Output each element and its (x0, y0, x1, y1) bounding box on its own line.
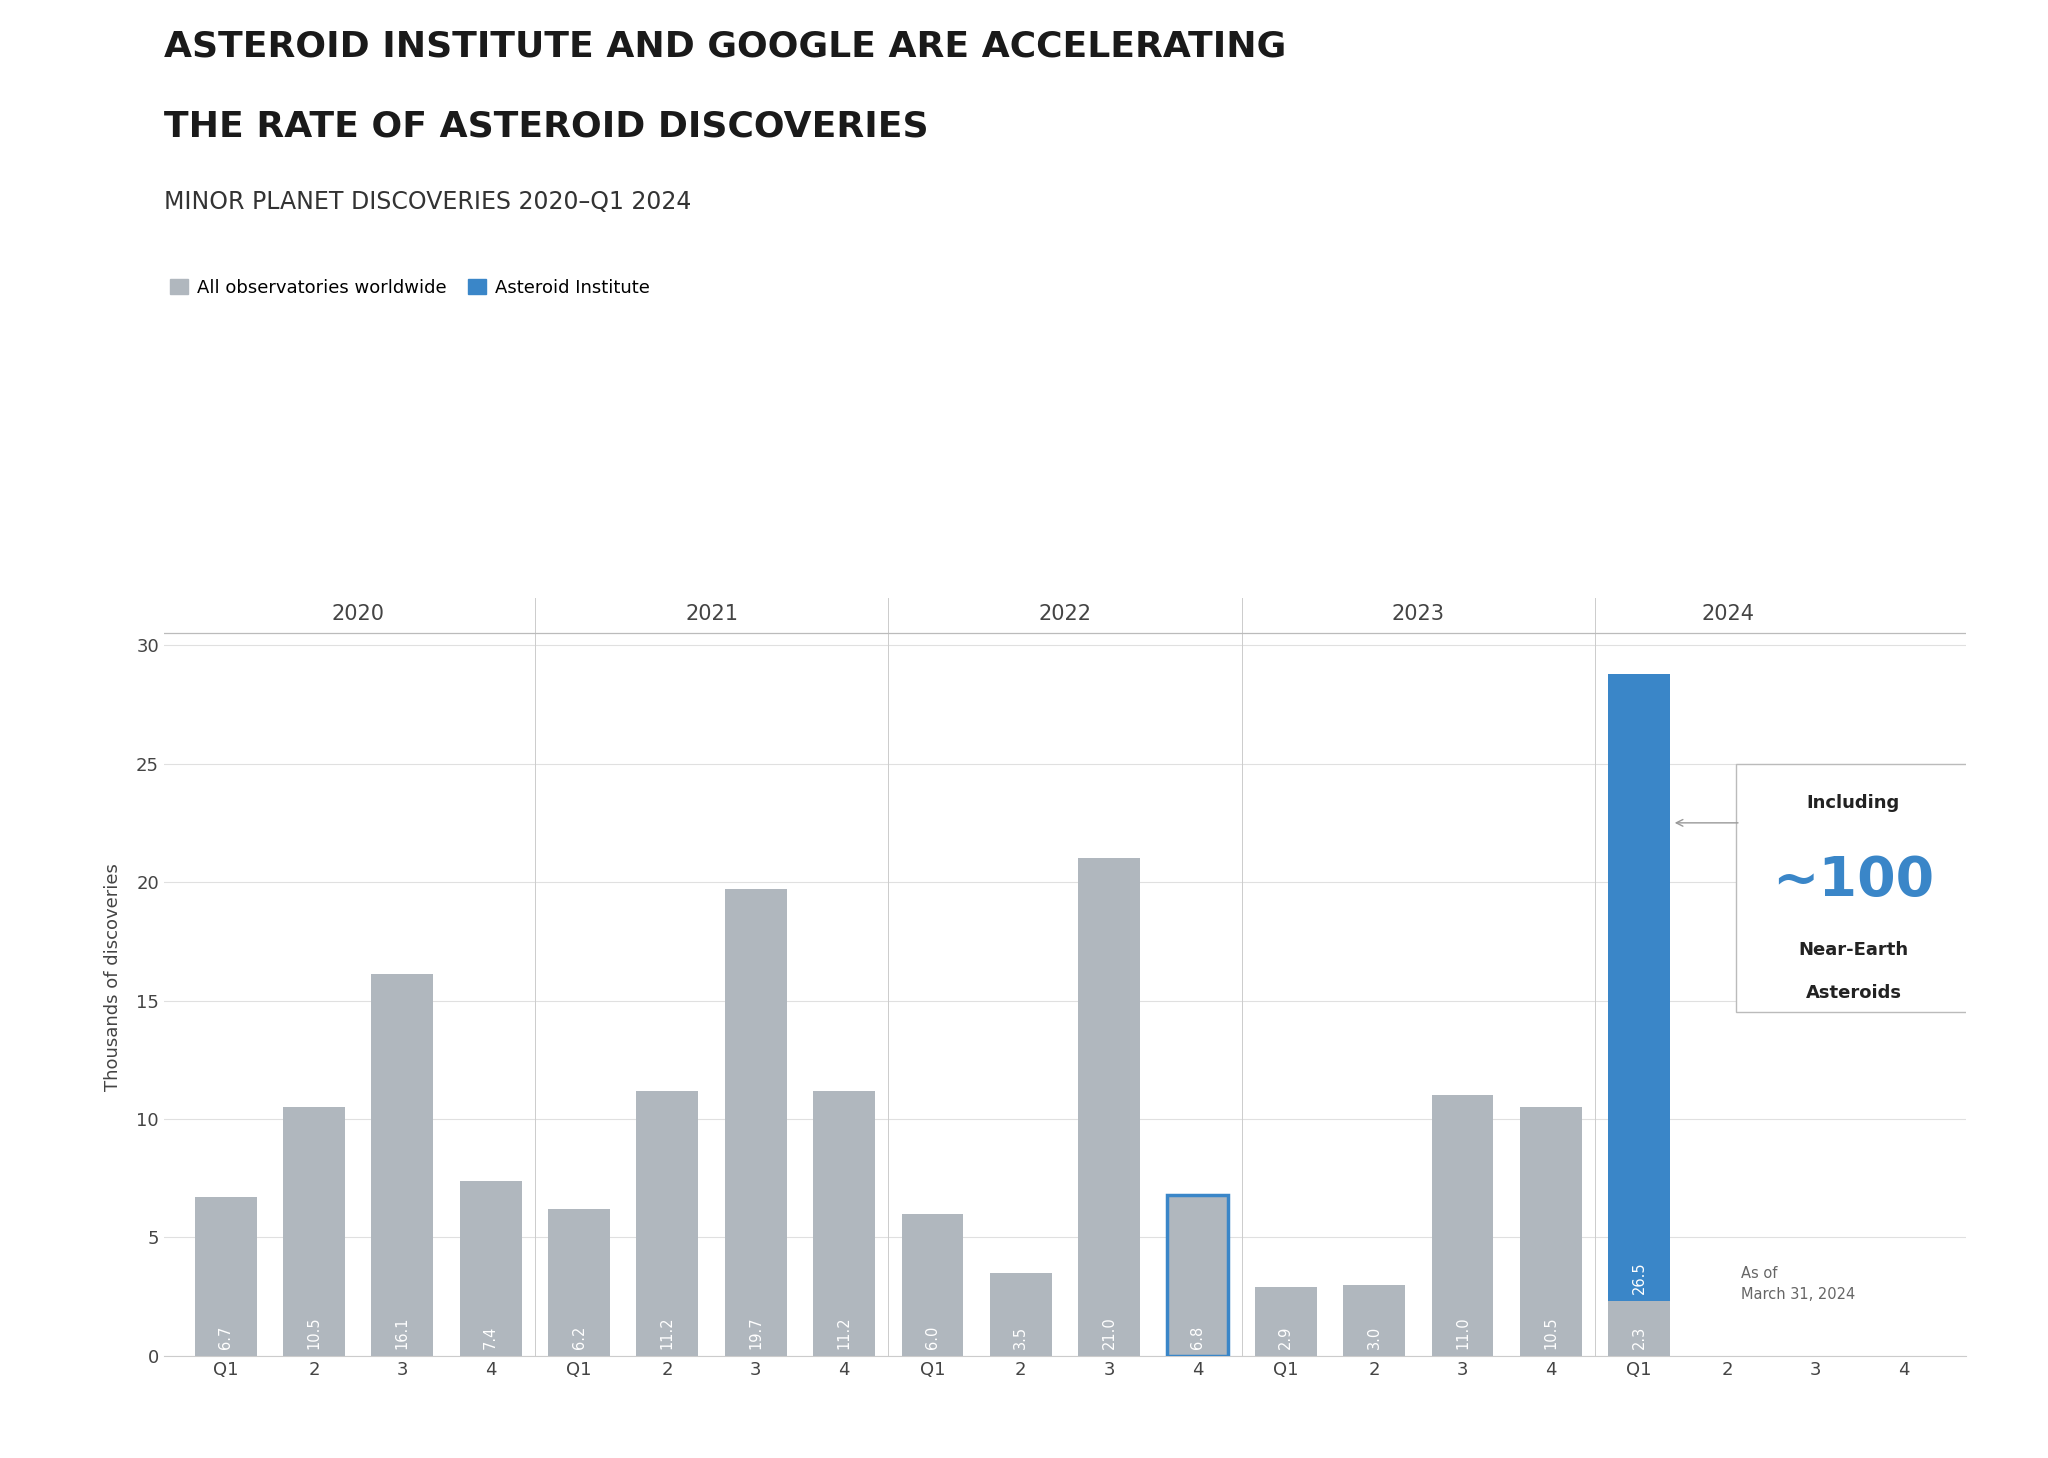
Text: 2.3: 2.3 (1632, 1325, 1647, 1349)
Y-axis label: Thousands of discoveries: Thousands of discoveries (104, 863, 123, 1091)
Text: 3.5: 3.5 (1014, 1325, 1028, 1349)
Text: THE RATE OF ASTEROID DISCOVERIES: THE RATE OF ASTEROID DISCOVERIES (164, 109, 928, 143)
Bar (989, 1273, 1053, 1356)
Bar (1608, 674, 1669, 1356)
Bar (1077, 859, 1141, 1356)
Bar (283, 1107, 344, 1356)
Text: 16.1: 16.1 (395, 1317, 410, 1349)
Text: 2024: 2024 (1702, 605, 1753, 624)
Text: 2023: 2023 (1393, 605, 1444, 624)
Bar (637, 1091, 698, 1356)
Text: 2022: 2022 (1038, 605, 1092, 624)
Text: 2020: 2020 (332, 605, 385, 624)
Bar (195, 1197, 256, 1356)
Text: 11.0: 11.0 (1454, 1317, 1470, 1349)
Bar (1432, 1095, 1493, 1356)
Text: Asteroids: Asteroids (1806, 984, 1901, 1002)
Text: 2021: 2021 (686, 605, 737, 624)
Text: 6.2: 6.2 (571, 1325, 586, 1349)
Text: 7.4: 7.4 (483, 1325, 498, 1349)
Text: 2.9: 2.9 (1278, 1325, 1294, 1349)
Text: Including: Including (1806, 795, 1901, 812)
Text: 26.5: 26.5 (1632, 1261, 1647, 1295)
Bar (1167, 1196, 1229, 1356)
FancyBboxPatch shape (1737, 764, 1970, 1012)
Bar (1255, 1287, 1317, 1356)
Bar (813, 1091, 874, 1356)
Bar (371, 974, 434, 1356)
Bar (1343, 1284, 1405, 1356)
Text: 10.5: 10.5 (1544, 1317, 1559, 1349)
Bar (461, 1181, 522, 1356)
Bar (1520, 1107, 1581, 1356)
Text: 6.8: 6.8 (1190, 1325, 1204, 1349)
Bar (549, 1209, 610, 1356)
Text: 6.7: 6.7 (219, 1325, 233, 1349)
Bar (901, 1213, 963, 1356)
Text: 11.2: 11.2 (836, 1317, 852, 1349)
Text: 3.0: 3.0 (1366, 1325, 1382, 1349)
Text: MINOR PLANET DISCOVERIES 2020–Q1 2024: MINOR PLANET DISCOVERIES 2020–Q1 2024 (164, 190, 692, 213)
Bar (1167, 1196, 1229, 1356)
Text: Near-Earth: Near-Earth (1798, 942, 1909, 959)
Text: 11.2: 11.2 (659, 1317, 676, 1349)
Text: 6.0: 6.0 (926, 1325, 940, 1349)
Text: As of
March 31, 2024: As of March 31, 2024 (1741, 1266, 1855, 1302)
Bar (725, 889, 786, 1356)
Text: 10.5: 10.5 (307, 1317, 322, 1349)
Text: 21.0: 21.0 (1102, 1317, 1116, 1349)
Text: ~100: ~100 (1772, 853, 1935, 908)
Text: 19.7: 19.7 (748, 1317, 764, 1349)
Text: ASTEROID INSTITUTE AND GOOGLE ARE ACCELERATING: ASTEROID INSTITUTE AND GOOGLE ARE ACCELE… (164, 29, 1286, 63)
Bar (1608, 1302, 1669, 1356)
Bar (1167, 1196, 1229, 1356)
Legend: All observatories worldwide, Asteroid Institute: All observatories worldwide, Asteroid In… (162, 271, 657, 303)
